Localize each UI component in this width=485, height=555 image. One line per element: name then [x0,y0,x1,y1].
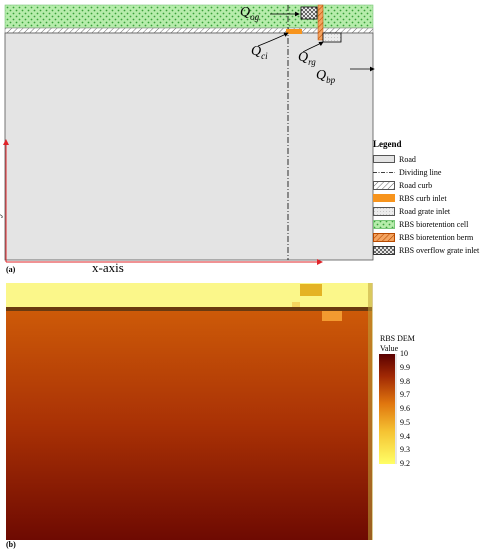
panel-a: Qog Qci Qrg Qbp y-axis x-axis (a) Legend… [0,4,480,275]
qci-label: Qci [251,44,268,61]
y-axis-label: y-axis [0,186,3,218]
colorbar-tick: 9.4 [400,431,410,441]
colorbar-tick: 9.9 [400,362,410,372]
orange-swatch-icon [373,194,395,202]
colorbar-tick: 10 [400,349,408,358]
legend-title: Legend [373,139,402,149]
colorbar-tick: 9.7 [400,390,410,400]
dem-curb-inlet [292,302,300,310]
orange-hatch-swatch-icon [373,233,395,242]
dem-road-grate-inlet [322,311,342,321]
dem-right-edge [368,283,373,540]
colorbar [379,354,395,464]
qrg-label: Qrg [298,50,316,67]
dash-dot-line-icon [373,172,395,173]
qci-arrow [257,32,289,47]
qrg-arrow [302,41,324,53]
colorbar-tick: 9.5 [400,417,410,427]
rbs-overflow-grate-inlet [300,6,318,20]
road-surface [4,32,374,261]
diagonal-hatch-swatch-icon [373,181,395,190]
colorbar-tick: 9.6 [400,404,410,413]
crosshatch-swatch-icon [373,246,395,255]
colorbar-subtitle: Value [380,344,399,353]
qog-label: Qog [240,5,260,22]
colorbar-tick: 9.3 [400,445,410,455]
road-grate-inlet [322,32,342,43]
panel-b-label: (b) [6,540,16,549]
colorbar-ticks: 10 9.9 9.8 9.7 9.6 9.5 9.4 9.3 9.2 [400,349,430,468]
green-dotted-swatch-icon [373,220,395,229]
rbs-curb-inlet [286,29,302,34]
dem-raster [6,283,397,540]
dem-road-body [6,311,372,540]
legend: Legend Road Dividing line Road curb RBS … [373,139,480,255]
solid-gray-swatch-icon [373,155,395,163]
colorbar-tick: 9.8 [400,376,410,386]
panel-b: RBS DEM Value 10 9.9 9.8 9.7 9.6 9.5 9.4… [0,280,485,550]
dotted-gray-swatch-icon [373,207,395,216]
dem-overflow-grate [300,284,322,296]
rbs-bioretention-berm [317,4,324,41]
colorbar-tick: 9.2 [400,459,410,468]
qbp-label: Qbp [316,68,336,85]
x-axis-label: x-axis [92,260,124,275]
road-layout-diagram [2,4,375,265]
panel-a-label: (a) [6,265,16,274]
colorbar-title: RBS DEM [380,334,415,343]
dem-curb-line [6,307,372,311]
